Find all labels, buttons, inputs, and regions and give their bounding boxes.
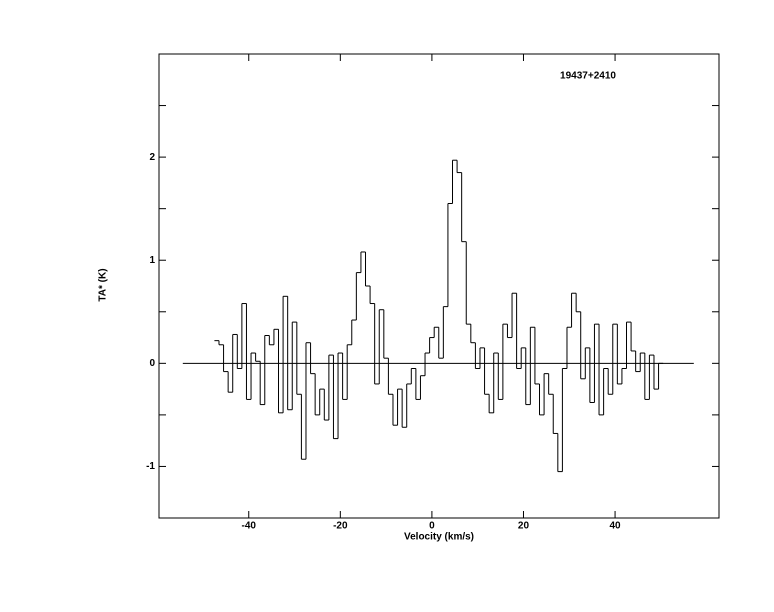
x-tick-label: 20 [518,521,530,532]
x-tick-label: -40 [242,521,257,532]
y-tick-label: 1 [149,255,155,266]
y-axis-label: TA* (K) [98,268,109,301]
x-axis-label: Velocity (km/s) [404,532,474,543]
plot-frame [158,53,720,519]
y-tick-label: -1 [146,461,155,472]
x-tick-label: -20 [333,521,348,532]
chart-title: 19437+2410 [560,71,616,82]
x-tick-label: 40 [609,521,621,532]
step-connectors [218,160,660,472]
y-tick-label: 0 [149,358,155,369]
x-tick-label: 0 [429,521,435,532]
y-tick-label: 2 [149,152,155,163]
